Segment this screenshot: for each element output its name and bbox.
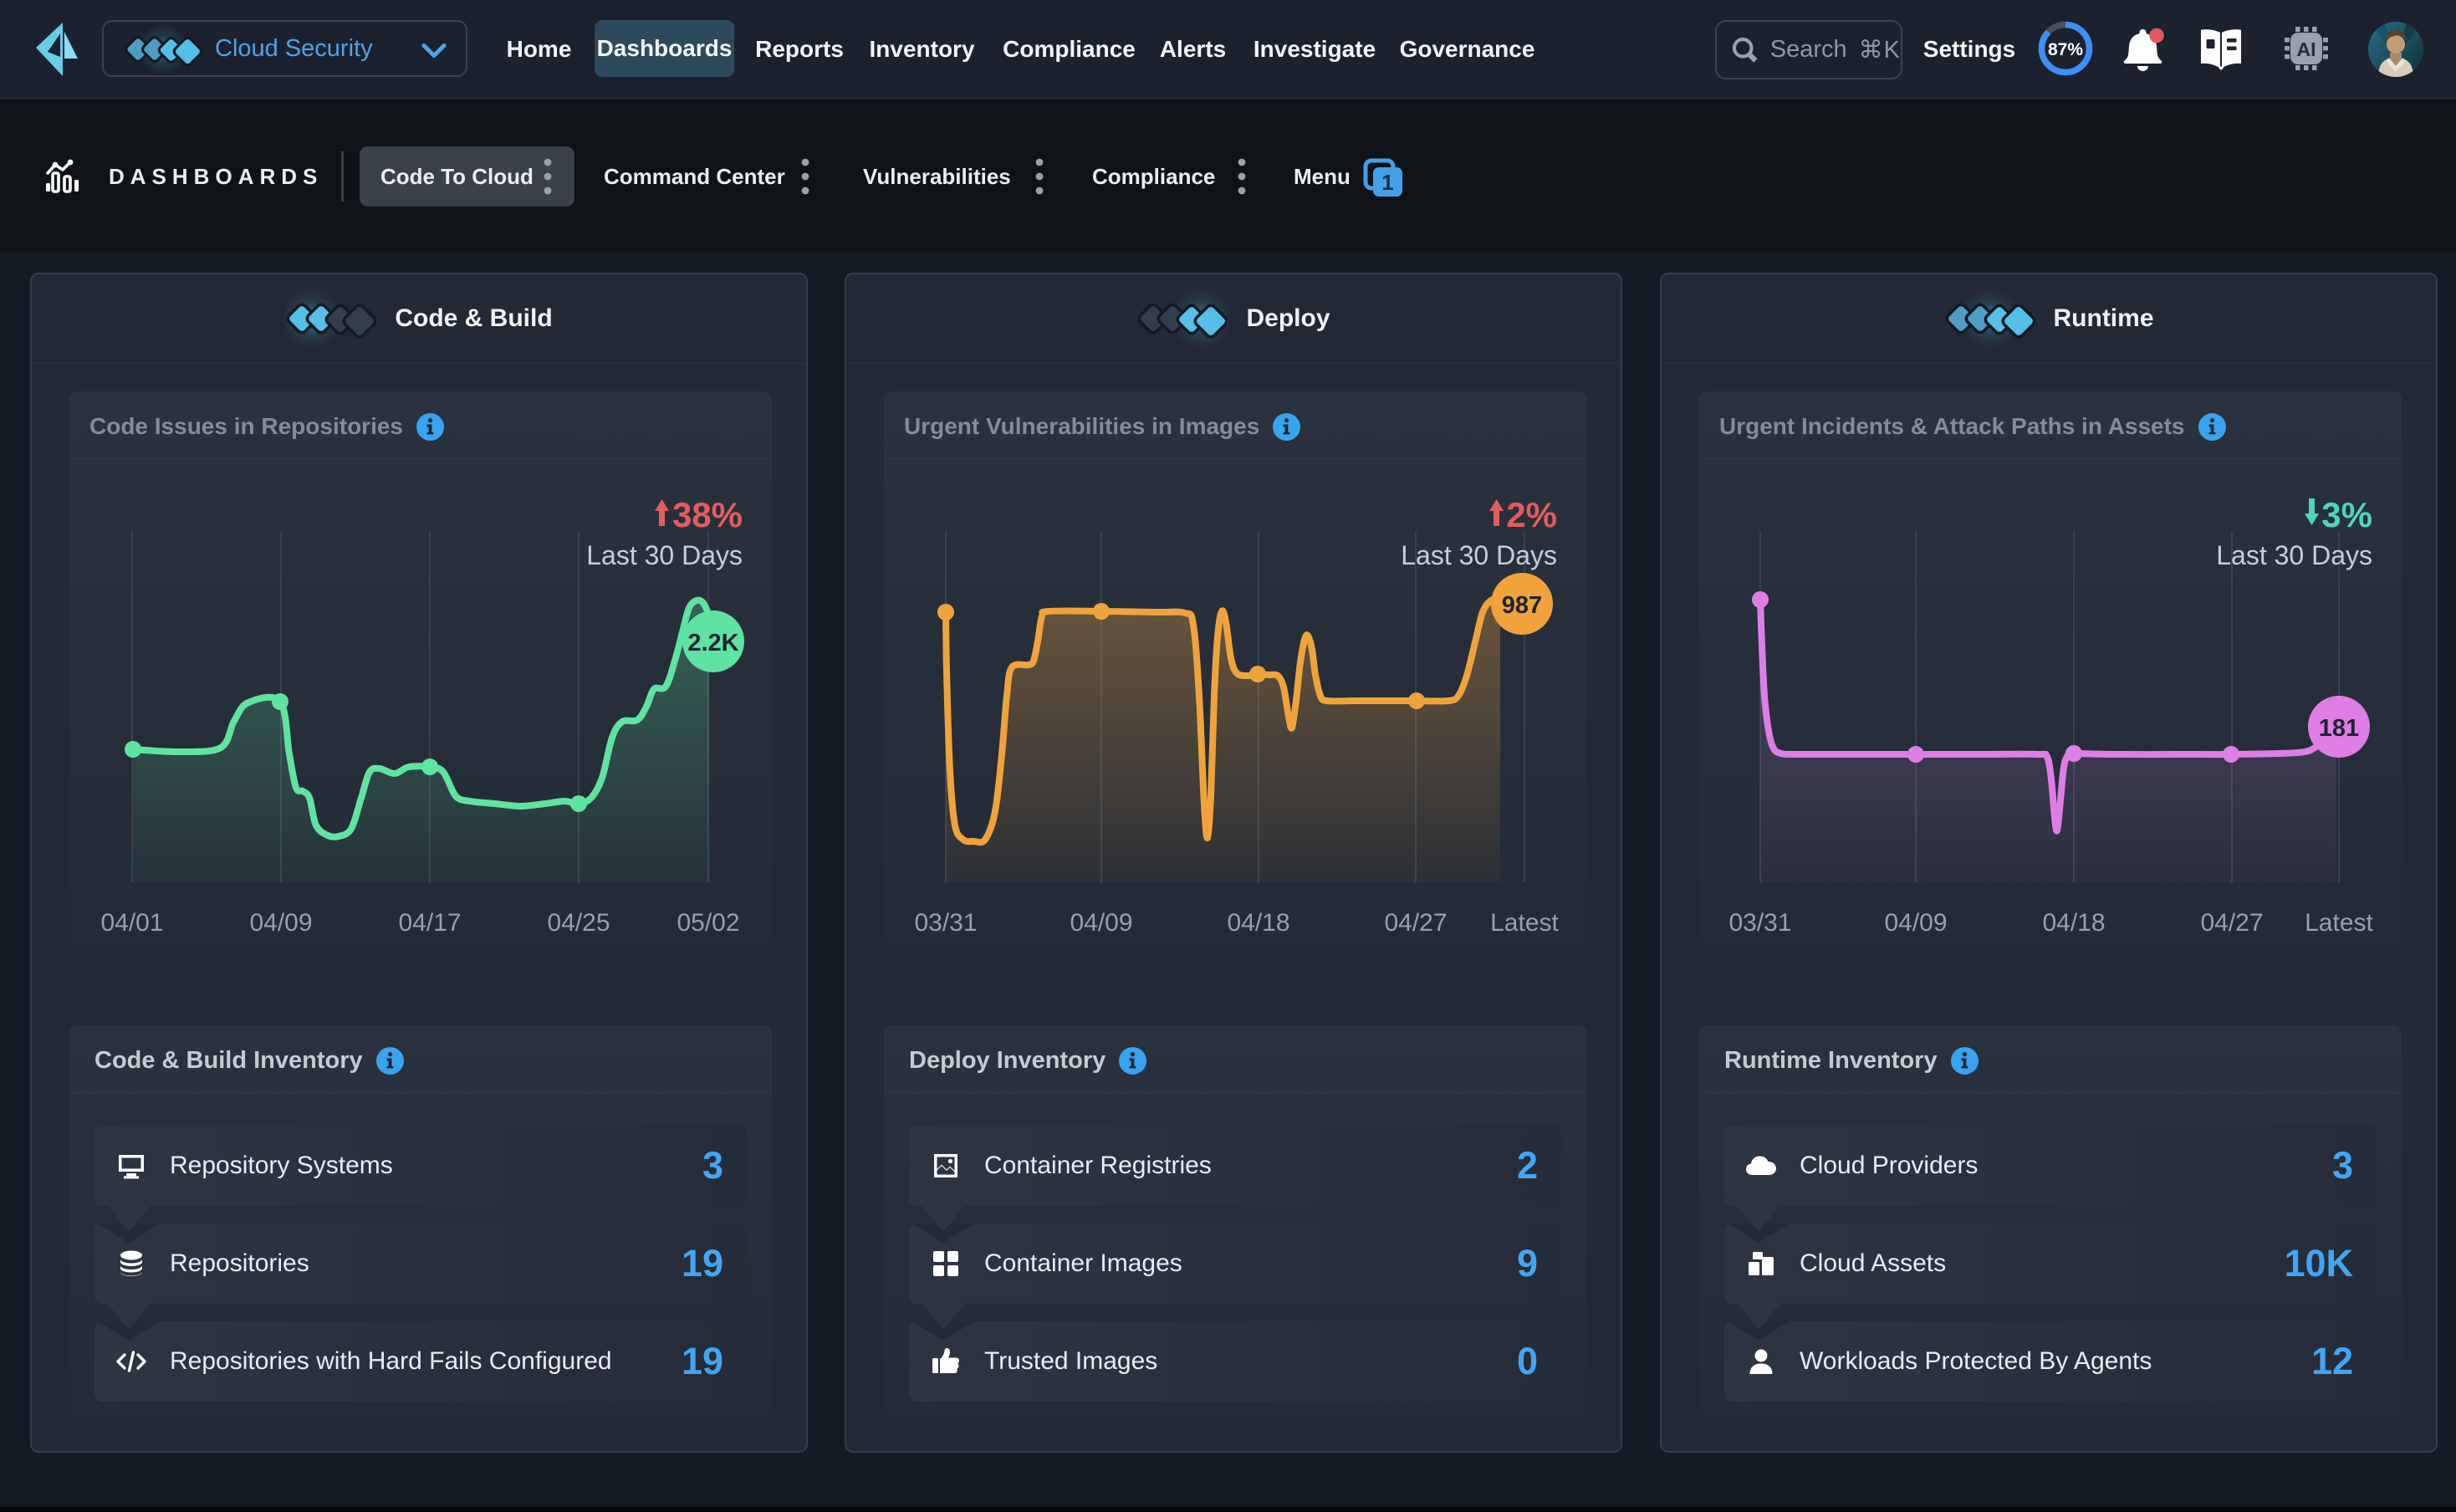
svg-text:04/25: 04/25 (547, 909, 610, 937)
svg-text:04/01: 04/01 (100, 909, 163, 937)
svg-text:181: 181 (2319, 715, 2359, 742)
svg-text:AI: AI (2297, 38, 2316, 60)
svg-text:87%: 87% (2048, 40, 2083, 59)
svg-text:04/27: 04/27 (2200, 909, 2263, 937)
svg-text:05/02: 05/02 (677, 909, 739, 937)
svg-text:2.2K: 2.2K (687, 630, 738, 656)
svg-text:04/09: 04/09 (249, 909, 312, 937)
svg-text:04/09: 04/09 (1070, 909, 1132, 937)
svg-text:04/18: 04/18 (2042, 909, 2105, 937)
svg-text:04/27: 04/27 (1384, 909, 1447, 937)
svg-text:3%: 3% (2321, 495, 2372, 534)
svg-text:1: 1 (1381, 170, 1393, 195)
svg-text:03/31: 03/31 (1728, 909, 1791, 937)
svg-text:38%: 38% (672, 495, 743, 534)
svg-text:Last 30 Days: Last 30 Days (2216, 540, 2372, 570)
svg-text:2%: 2% (1506, 495, 1557, 534)
svg-text:Latest: Latest (2305, 909, 2373, 937)
svg-text:04/09: 04/09 (1884, 909, 1947, 937)
svg-text:Last 30 Days: Last 30 Days (1401, 540, 1557, 570)
svg-text:03/31: 03/31 (914, 909, 977, 937)
svg-text:Last 30 Days: Last 30 Days (586, 540, 743, 570)
svg-text:04/17: 04/17 (398, 909, 461, 937)
svg-text:04/18: 04/18 (1227, 909, 1289, 937)
svg-text:Latest: Latest (1490, 909, 1559, 937)
svg-text:987: 987 (1502, 592, 1542, 619)
